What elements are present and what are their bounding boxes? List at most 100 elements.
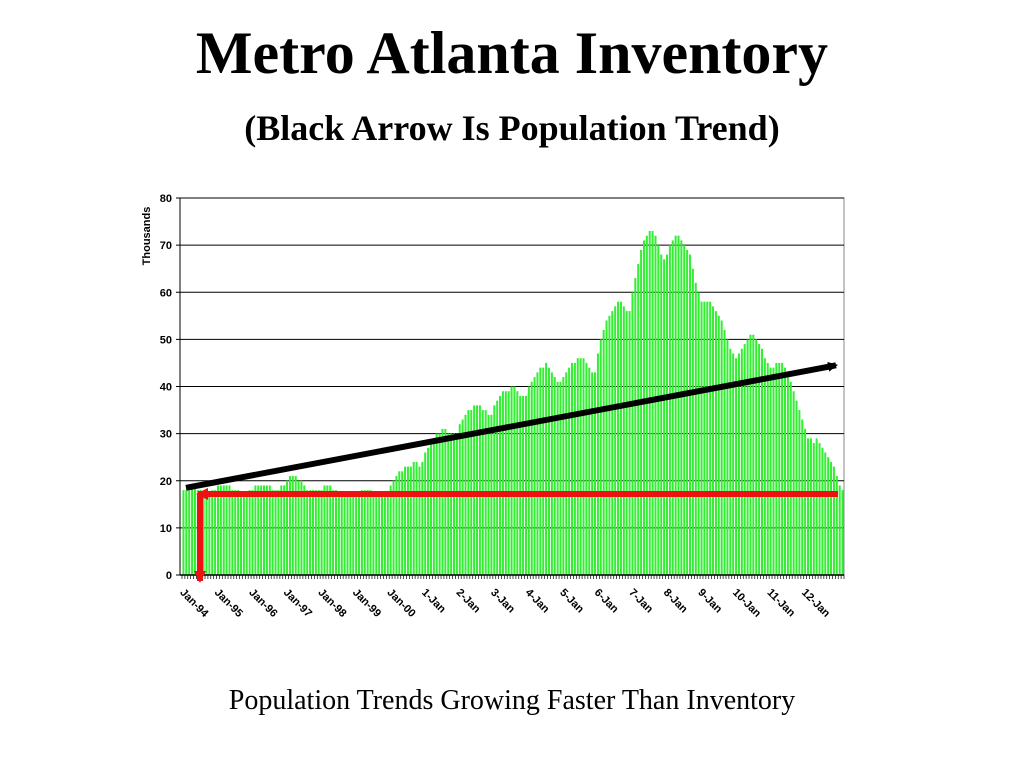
bar — [208, 494, 211, 575]
bar — [205, 494, 208, 575]
bar — [599, 339, 602, 575]
x-tick-label: 11-Jan — [764, 587, 797, 620]
bar — [323, 485, 326, 575]
bar — [294, 476, 297, 575]
bar — [717, 315, 720, 575]
bar — [737, 353, 740, 575]
bar — [369, 490, 372, 575]
bar — [671, 240, 674, 575]
bar — [625, 311, 628, 575]
bar — [749, 334, 752, 575]
bar — [499, 395, 502, 575]
x-tick-label: 1-Jan — [419, 587, 448, 616]
x-tick-label: 12-Jan — [799, 587, 832, 620]
x-tick-label: 6-Jan — [592, 587, 621, 616]
bar — [547, 367, 550, 575]
bar — [412, 461, 415, 575]
bar — [714, 311, 717, 575]
y-tick-label: 60 — [160, 287, 172, 299]
bar — [406, 466, 409, 575]
bar — [251, 490, 254, 575]
bar — [286, 480, 289, 575]
bar — [435, 433, 438, 575]
bar — [838, 485, 841, 575]
bar — [628, 311, 631, 575]
bar — [242, 494, 245, 575]
bar — [271, 490, 274, 575]
bar — [570, 362, 574, 575]
x-tick-label: Jan-96 — [246, 587, 279, 620]
bar — [539, 367, 542, 575]
bar — [758, 344, 761, 575]
bar — [657, 245, 660, 575]
bar — [550, 372, 553, 575]
bar — [792, 391, 795, 575]
bar — [375, 494, 378, 575]
bar — [763, 358, 766, 575]
bar — [366, 490, 369, 575]
bar — [372, 494, 375, 575]
x-tick-label: Jan-99 — [350, 587, 383, 620]
x-tick-label: Jan-00 — [385, 587, 418, 620]
x-tick-label: 3-Jan — [488, 587, 517, 616]
bar — [182, 490, 185, 575]
bar — [778, 362, 781, 575]
bar — [809, 438, 812, 575]
bar — [602, 329, 605, 575]
bar — [631, 292, 634, 575]
bar — [772, 367, 775, 575]
y-tick-label: 0 — [166, 570, 172, 582]
bar — [516, 391, 519, 575]
bar — [568, 367, 571, 575]
y-tick-label: 20 — [160, 476, 172, 488]
bar — [504, 391, 507, 575]
bar — [553, 377, 556, 575]
bar — [358, 494, 361, 575]
x-tick-label: 10-Jan — [730, 587, 763, 620]
bar — [530, 381, 533, 575]
slide-subtitle: (Black Arrow Is Population Trend) — [244, 108, 780, 148]
bar — [239, 494, 243, 575]
bar — [660, 254, 663, 576]
bar — [634, 278, 637, 575]
bar — [283, 485, 286, 575]
bar — [383, 494, 386, 575]
x-tick-label: 5-Jan — [557, 587, 586, 616]
bar — [694, 282, 697, 575]
bar — [579, 358, 582, 575]
bar — [827, 457, 830, 575]
bar — [447, 433, 450, 575]
bar — [188, 490, 191, 575]
bar — [404, 466, 407, 575]
bar — [340, 494, 343, 575]
bar — [706, 301, 709, 575]
x-tick-label: Jan-94 — [177, 587, 211, 621]
bar — [363, 490, 366, 575]
bar — [219, 485, 222, 575]
bar — [709, 301, 712, 575]
bar — [214, 490, 217, 575]
bar — [260, 485, 263, 575]
bar — [674, 235, 677, 575]
bar — [605, 320, 608, 575]
bar — [360, 490, 363, 575]
bar — [556, 381, 559, 575]
bar — [766, 362, 769, 575]
bar — [288, 476, 291, 575]
bar — [582, 358, 585, 575]
x-tick-label: 4-Jan — [523, 587, 552, 616]
bar — [268, 485, 271, 575]
bar — [732, 353, 735, 575]
bar — [277, 490, 280, 575]
bar — [769, 367, 772, 575]
bar — [536, 372, 539, 575]
bar — [314, 490, 317, 575]
bar — [614, 306, 617, 575]
bar — [450, 433, 453, 575]
bar — [306, 490, 309, 575]
bar — [818, 443, 821, 575]
bar — [651, 230, 654, 576]
bar — [378, 494, 381, 575]
x-axis: Jan-94 Jan-95 Jan-96 Jan-97 Jan-98 Jan-99 Jan-… — [177, 574, 845, 621]
